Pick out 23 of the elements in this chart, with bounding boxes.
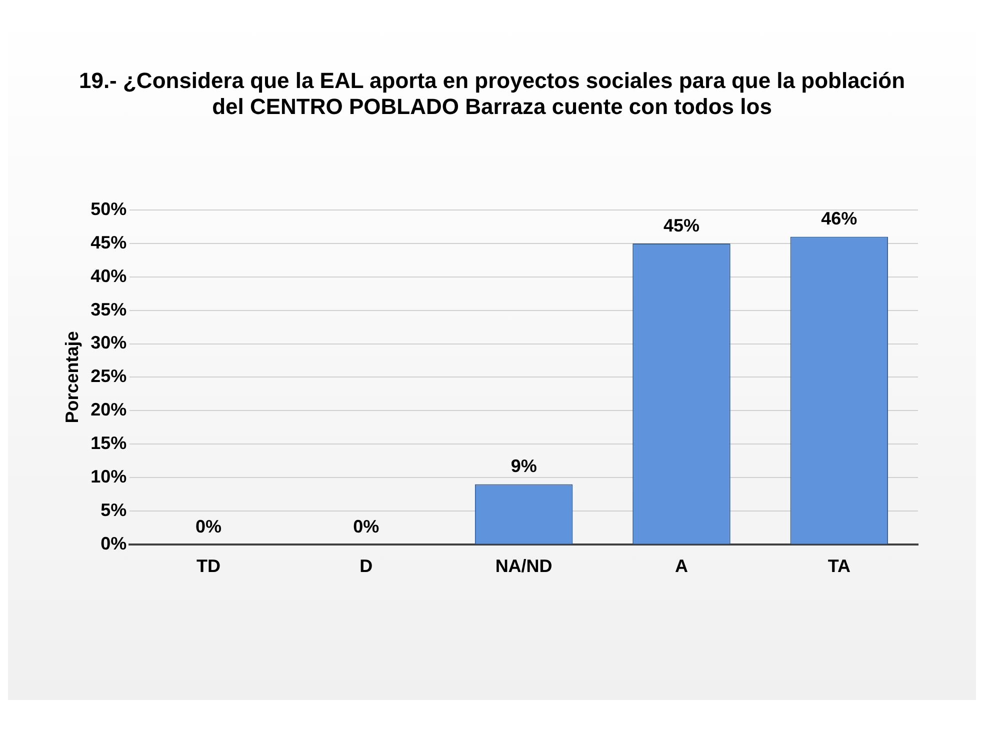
data-label: 46% — [821, 208, 858, 229]
y-tick-label: 35% — [90, 299, 127, 320]
x-tick-label: NA/ND — [495, 556, 552, 576]
y-tick-label: 15% — [90, 433, 127, 454]
y-tick-label: 5% — [100, 500, 127, 520]
x-tick-label: TD — [196, 556, 220, 576]
chart-title: 19.- ¿Considera que la EAL aporta en proyectos sociales para que la población del CENTRO POBLADO Barraza cuente con todos los — [78, 68, 906, 120]
y-tick-label: 0% — [100, 533, 127, 554]
y-tick-label: 45% — [90, 232, 127, 252]
y-tick-label: 25% — [90, 366, 127, 386]
y-tick-label: 10% — [90, 466, 127, 486]
y-tick-label: 50% — [90, 198, 127, 219]
y-axis-title: Porcentaje — [62, 331, 82, 424]
data-label: 9% — [510, 456, 537, 476]
y-tick-label: 20% — [90, 400, 127, 420]
data-label: 0% — [353, 516, 380, 536]
data-label: 45% — [663, 215, 700, 236]
x-tick-label: TA — [828, 556, 850, 576]
y-tick-label: 40% — [90, 266, 127, 286]
x-tick-label: A — [674, 556, 688, 576]
x-tick-label: D — [360, 556, 373, 576]
y-tick-label: 30% — [90, 332, 127, 353]
data-label: 0% — [195, 516, 222, 536]
